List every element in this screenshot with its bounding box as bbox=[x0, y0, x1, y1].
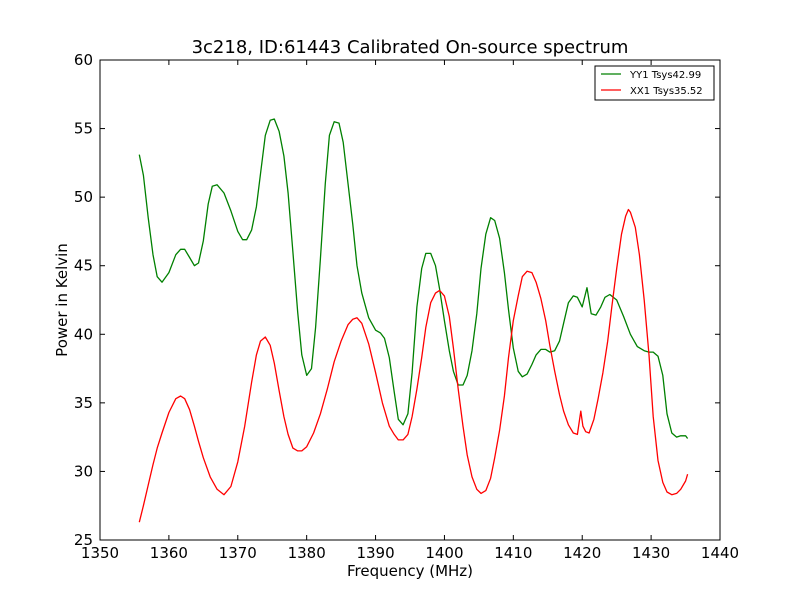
legend-box bbox=[594, 65, 715, 101]
plot-area bbox=[138, 118, 689, 523]
series-line-xx1 bbox=[138, 208, 689, 523]
legend-label-yy1: YY1 Tsys42.99 bbox=[629, 70, 701, 81]
y-tick-label: 55 bbox=[74, 120, 93, 138]
x-tick-label: 1380 bbox=[288, 544, 326, 562]
y-tick-label: 40 bbox=[74, 325, 93, 343]
y-tick-label: 35 bbox=[74, 394, 93, 412]
x-tick-label: 1350 bbox=[81, 544, 119, 562]
x-tick-label: 1390 bbox=[356, 544, 394, 562]
x-axis-label: Frequency (MHz) bbox=[347, 562, 473, 580]
chart-title: 3c218, ID:61443 Calibrated On-source spe… bbox=[192, 37, 629, 58]
legend: YY1 Tsys42.99 XX1 Tsys35.52 bbox=[594, 65, 715, 101]
x-tick-label: 1410 bbox=[494, 544, 532, 562]
x-tick-label: 1360 bbox=[150, 544, 188, 562]
y-tick-label: 50 bbox=[74, 188, 93, 206]
y-tick-label: 45 bbox=[74, 257, 93, 275]
x-tick-label: 1440 bbox=[701, 544, 739, 562]
axis-ticks: 1350 1360 1370 1380 1390 1400 1410 1420 1430 1440… bbox=[74, 51, 739, 562]
x-tick-label: 1430 bbox=[632, 544, 670, 562]
y-tick-label: 60 bbox=[74, 51, 93, 69]
plot-frame bbox=[99, 59, 721, 541]
y-tick-label: 30 bbox=[74, 462, 93, 480]
x-tick-label: 1400 bbox=[425, 544, 463, 562]
y-axis-label: Power in Kelvin bbox=[53, 243, 71, 357]
x-tick-label: 1420 bbox=[563, 544, 601, 562]
legend-label-xx1: XX1 Tsys35.52 bbox=[630, 86, 703, 97]
x-tick-label: 1370 bbox=[219, 544, 257, 562]
series-line-yy1 bbox=[138, 118, 689, 439]
y-tick-label: 25 bbox=[74, 531, 93, 549]
